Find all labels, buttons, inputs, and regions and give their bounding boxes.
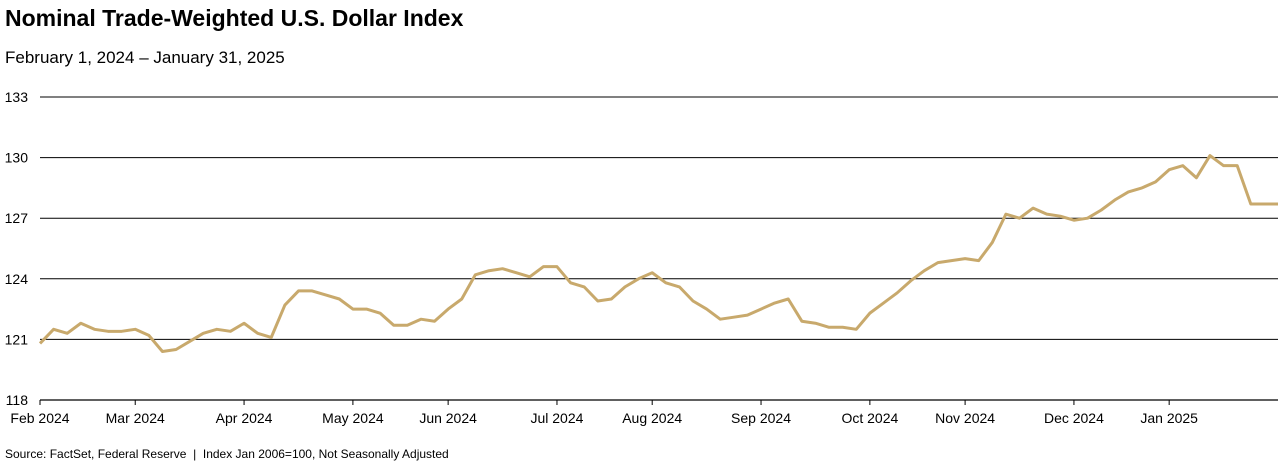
x-tick-label: Jul 2024 <box>530 410 583 426</box>
x-tick-label: Nov 2024 <box>935 410 995 426</box>
x-tick-label: Jun 2024 <box>419 410 477 426</box>
y-tick-label: 127 <box>5 210 29 226</box>
x-tick-label: Feb 2024 <box>10 410 69 426</box>
x-tick-label: Sep 2024 <box>731 410 791 426</box>
source-note: Source: FactSet, Federal Reserve | Index… <box>5 447 449 461</box>
y-tick-label: 130 <box>5 150 29 166</box>
chart-subtitle: February 1, 2024 – January 31, 2025 <box>5 48 285 67</box>
y-tick-label: 118 <box>6 392 29 408</box>
x-tick-label: May 2024 <box>322 410 384 426</box>
x-tick-label: Jan 2025 <box>1140 410 1198 426</box>
y-tick-label: 124 <box>5 271 29 287</box>
x-tick-label: Dec 2024 <box>1044 410 1104 426</box>
x-tick-label: Aug 2024 <box>622 410 682 426</box>
x-tick-label: Apr 2024 <box>216 410 273 426</box>
y-tick-label: 121 <box>5 331 29 347</box>
x-tick-label: Oct 2024 <box>841 410 898 426</box>
x-tick-label: Mar 2024 <box>106 410 165 426</box>
chart-title: Nominal Trade-Weighted U.S. Dollar Index <box>5 5 464 31</box>
data-line <box>38 154 1278 354</box>
y-tick-label: 133 <box>5 89 29 105</box>
